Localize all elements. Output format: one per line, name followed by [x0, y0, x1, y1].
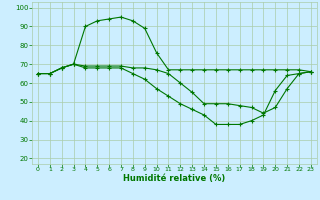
X-axis label: Humidité relative (%): Humidité relative (%) [123, 174, 226, 183]
